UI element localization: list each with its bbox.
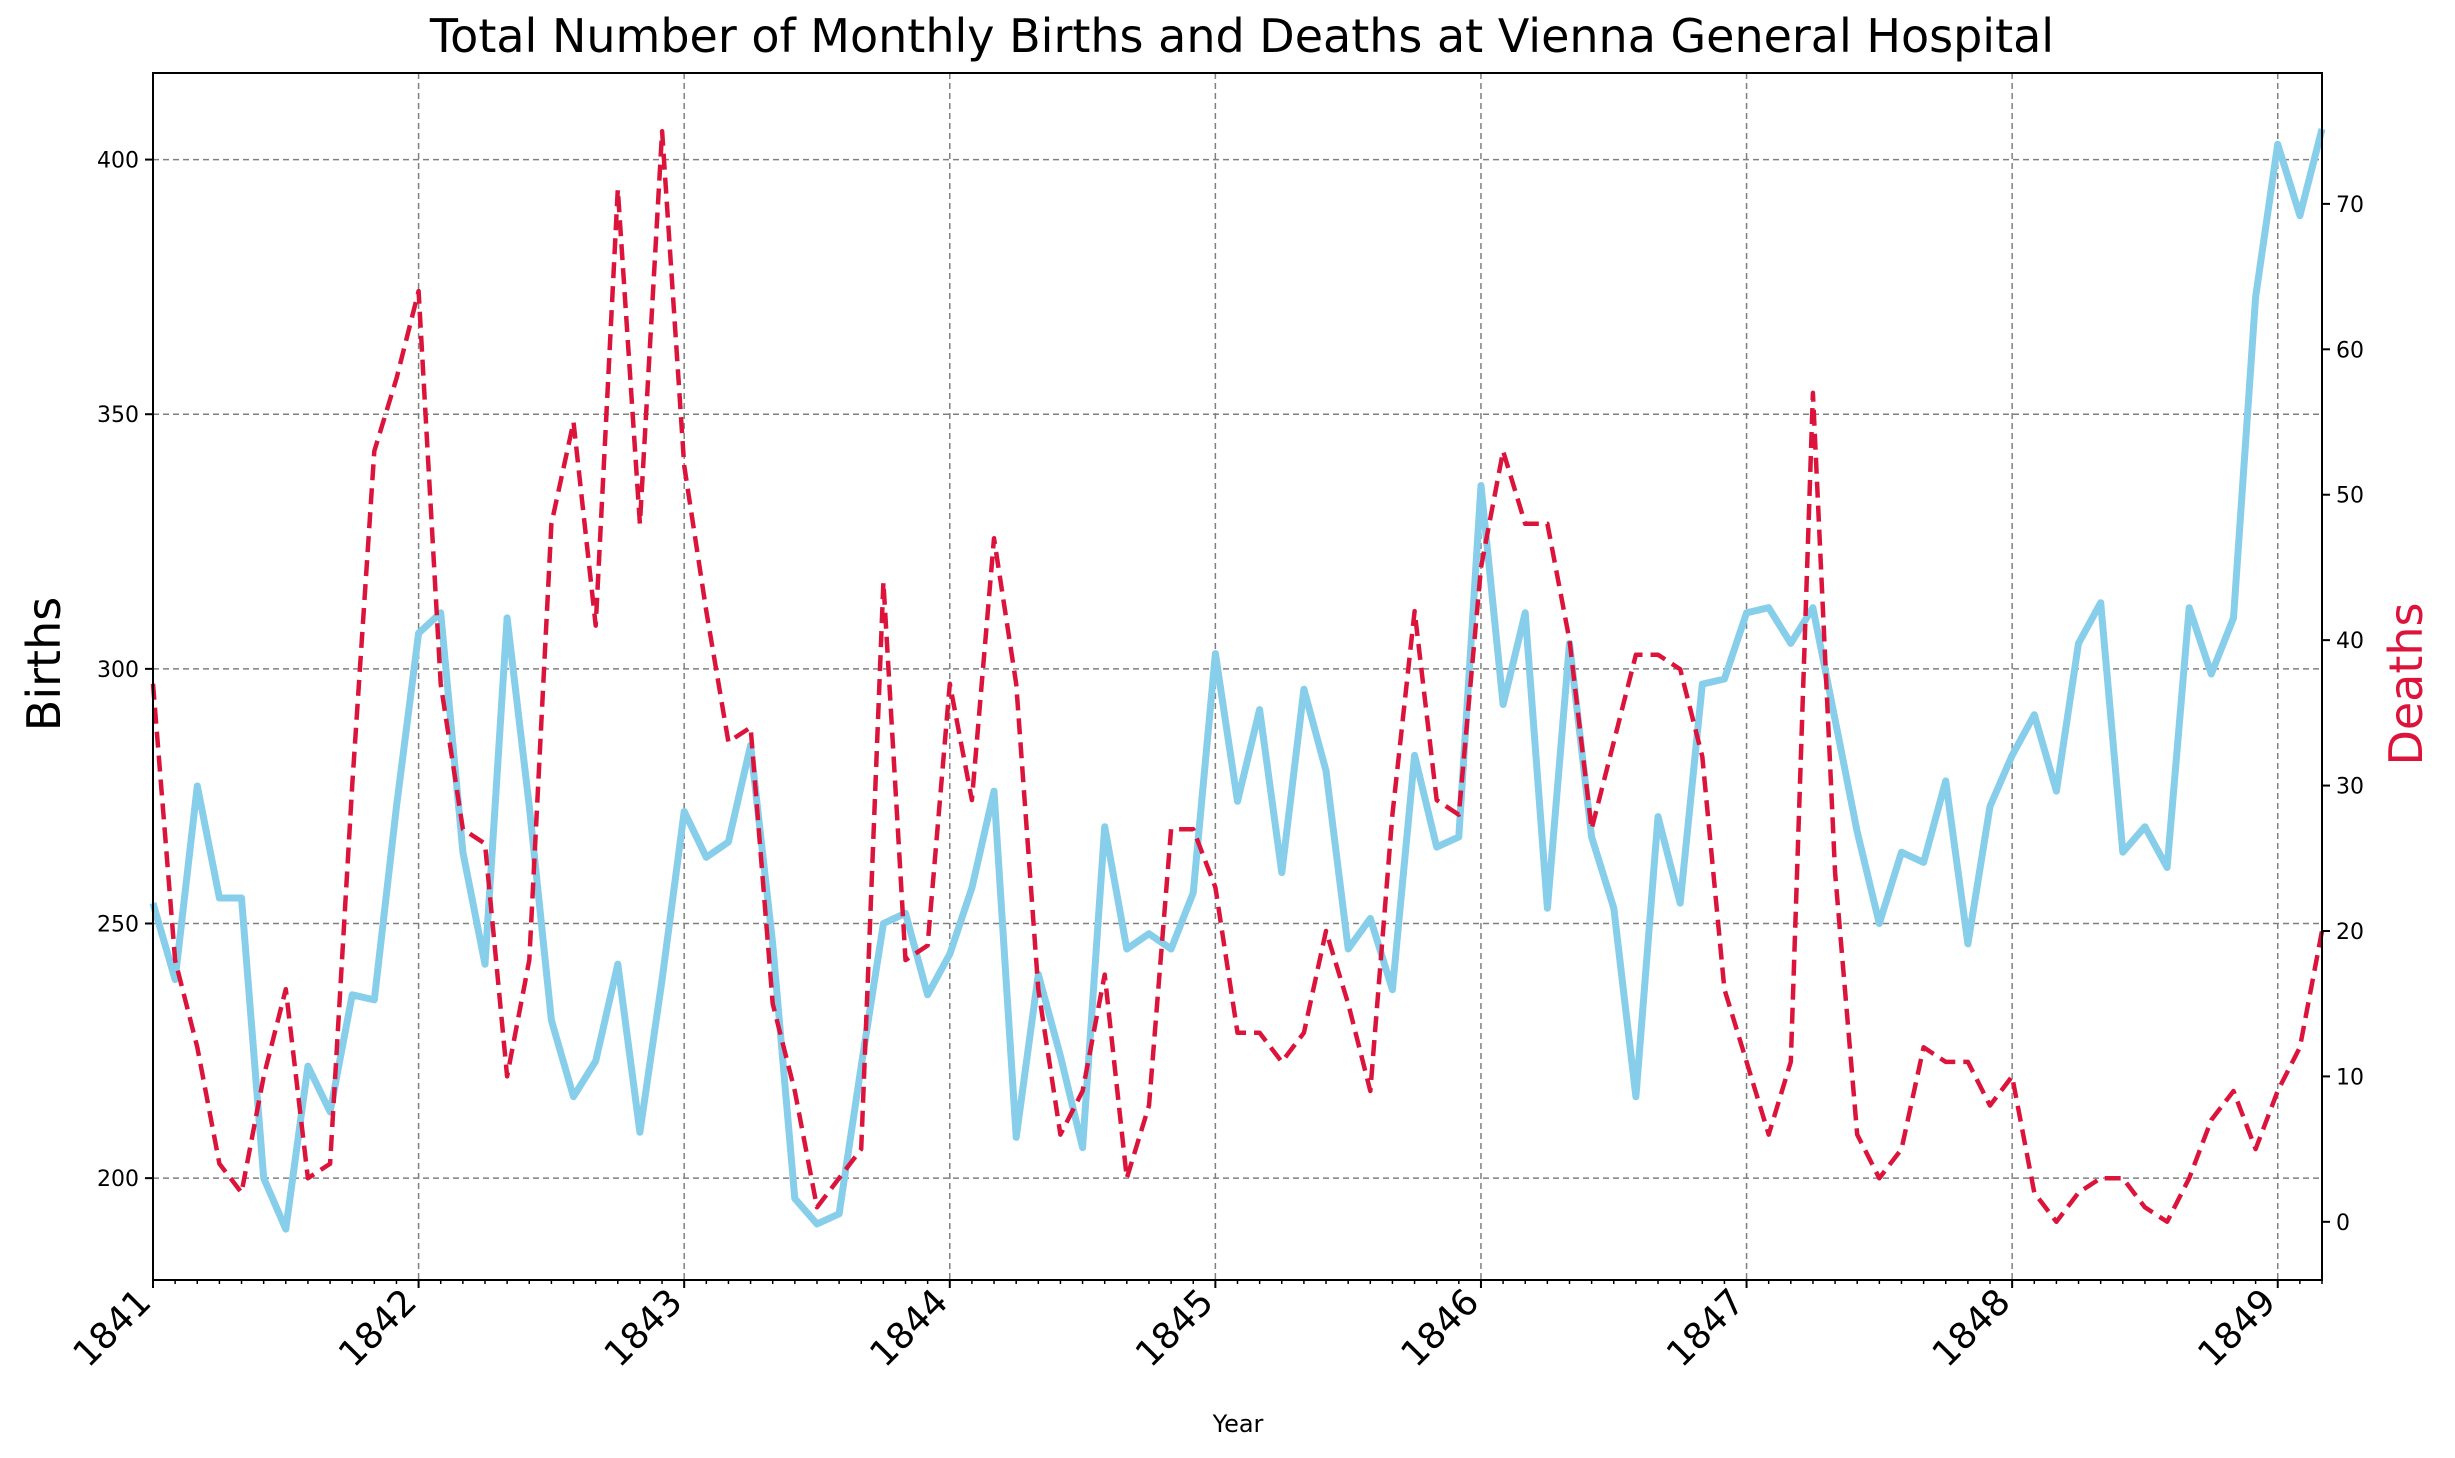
- y-right-tick-label: 10: [2336, 1065, 2364, 1090]
- y-right-tick-label: 40: [2336, 629, 2364, 654]
- y-right-tick-label: 30: [2336, 775, 2364, 800]
- x-axis-label: Year: [1212, 1410, 1264, 1438]
- chart-title: Total Number of Monthly Births and Death…: [429, 9, 2054, 63]
- y-axis-right-label: Deaths: [2379, 602, 2433, 765]
- deaths-series-line: [150, 128, 2325, 1225]
- y-right-tick-label: 50: [2336, 484, 2364, 509]
- y-left-tick-label: 200: [97, 1167, 139, 1192]
- y-axis-left-label: Births: [17, 597, 71, 731]
- y-left-tick-label: 250: [97, 913, 139, 938]
- births-series-line: [149, 128, 2326, 1233]
- y-left-tick-label: 400: [97, 149, 139, 174]
- y-right-tick-label: 20: [2336, 920, 2364, 945]
- y-right-tick-label: 70: [2336, 193, 2364, 218]
- y-right-tick-label: 60: [2336, 338, 2364, 363]
- y-left-tick-label: 300: [97, 658, 139, 683]
- y-right-tick-label: 0: [2336, 1211, 2350, 1236]
- plot-lines: [149, 128, 2326, 1233]
- y-left-tick-label: 350: [97, 403, 139, 428]
